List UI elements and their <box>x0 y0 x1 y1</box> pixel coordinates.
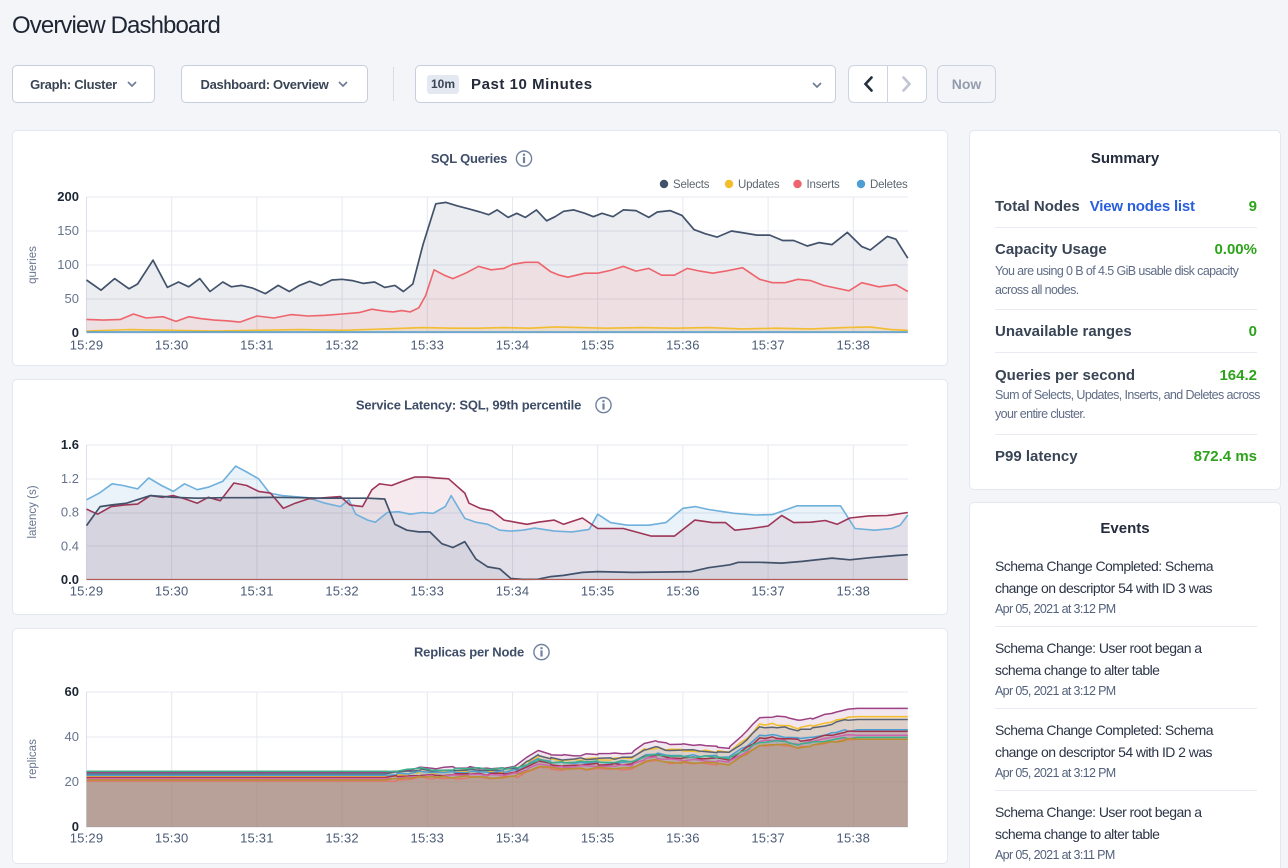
svg-text:0: 0 <box>72 819 79 834</box>
svg-text:15:34: 15:34 <box>496 584 530 599</box>
svg-text:15:35: 15:35 <box>581 831 615 846</box>
svg-text:15:31: 15:31 <box>240 584 274 599</box>
svg-text:15:37: 15:37 <box>751 831 785 846</box>
svg-text:15:34: 15:34 <box>496 831 530 846</box>
svg-text:15:29: 15:29 <box>70 831 104 846</box>
svg-text:60: 60 <box>65 684 79 699</box>
svg-text:15:31: 15:31 <box>240 831 274 846</box>
svg-text:15:36: 15:36 <box>666 831 700 846</box>
svg-text:15:35: 15:35 <box>581 584 615 599</box>
svg-text:1.2: 1.2 <box>61 471 79 486</box>
svg-text:15:38: 15:38 <box>837 338 871 353</box>
svg-text:Service Latency: SQL, 99th per: Service Latency: SQL, 99th percentile <box>356 398 581 413</box>
svg-text:200: 200 <box>57 189 79 204</box>
svg-text:Inserts: Inserts <box>807 179 841 191</box>
svg-text:15:30: 15:30 <box>155 831 189 846</box>
svg-text:15:32: 15:32 <box>325 831 359 846</box>
svg-text:0.0: 0.0 <box>61 572 79 587</box>
svg-text:100: 100 <box>57 257 79 272</box>
svg-text:20: 20 <box>65 774 79 789</box>
svg-text:15:32: 15:32 <box>325 584 359 599</box>
svg-text:15:36: 15:36 <box>666 584 700 599</box>
svg-text:15:29: 15:29 <box>70 584 104 599</box>
svg-text:15:33: 15:33 <box>411 584 445 599</box>
svg-text:15:38: 15:38 <box>837 584 871 599</box>
svg-text:15:36: 15:36 <box>666 338 700 353</box>
svg-text:queries: queries <box>27 246 39 284</box>
svg-text:replicas: replicas <box>27 739 39 779</box>
svg-text:1.6: 1.6 <box>61 437 79 452</box>
svg-text:Selects: Selects <box>673 179 710 191</box>
svg-text:15:30: 15:30 <box>155 338 189 353</box>
svg-text:0: 0 <box>72 325 79 340</box>
svg-text:latency (s): latency (s) <box>27 485 39 538</box>
svg-text:SQL Queries: SQL Queries <box>431 151 507 166</box>
svg-text:0.4: 0.4 <box>61 538 79 553</box>
svg-text:15:37: 15:37 <box>751 338 785 353</box>
svg-text:15:30: 15:30 <box>155 584 189 599</box>
svg-text:15:37: 15:37 <box>751 584 785 599</box>
svg-text:0.8: 0.8 <box>61 505 79 520</box>
svg-text:50: 50 <box>65 291 79 306</box>
svg-text:15:31: 15:31 <box>240 338 274 353</box>
svg-text:15:29: 15:29 <box>70 338 104 353</box>
svg-text:15:32: 15:32 <box>325 338 359 353</box>
svg-text:15:35: 15:35 <box>581 338 615 353</box>
svg-text:Replicas per Node: Replicas per Node <box>414 645 524 660</box>
svg-text:150: 150 <box>57 223 79 238</box>
svg-text:40: 40 <box>65 729 79 744</box>
svg-text:15:33: 15:33 <box>411 338 445 353</box>
svg-text:15:33: 15:33 <box>411 831 445 846</box>
svg-text:15:38: 15:38 <box>837 831 871 846</box>
svg-text:15:34: 15:34 <box>496 338 530 353</box>
svg-text:Deletes: Deletes <box>870 179 908 191</box>
svg-text:Updates: Updates <box>738 179 780 191</box>
